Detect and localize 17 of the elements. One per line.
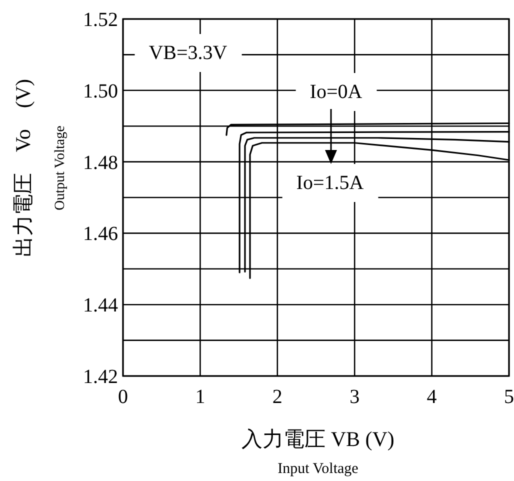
x-tick-label: 1	[195, 386, 206, 408]
annotation: Io=1.5A	[296, 172, 364, 194]
y-tick-label: 1.48	[83, 152, 118, 174]
x-tick-label: 0	[118, 386, 128, 408]
y-tick-label: 1.44	[83, 294, 118, 317]
x-tick-label: 5	[504, 386, 514, 408]
x-tick-label: 4	[426, 386, 437, 408]
y-tick-label: 1.50	[83, 80, 118, 102]
y-tick-label: 1.46	[83, 223, 118, 246]
y-tick-label: 1.42	[83, 366, 118, 388]
y-tick-label: 1.52	[83, 9, 118, 31]
y-axis-title: 出力電圧 Vo (V) Output Voltage	[11, 78, 68, 258]
annotation: VB=3.3V	[148, 42, 228, 64]
annotation: Io=0A	[310, 81, 363, 103]
x-tick-label: 3	[350, 386, 360, 408]
x-tick-label: 2	[272, 386, 282, 408]
x-axis-title: 入力電圧 VB (V) Input Voltage	[242, 427, 394, 477]
